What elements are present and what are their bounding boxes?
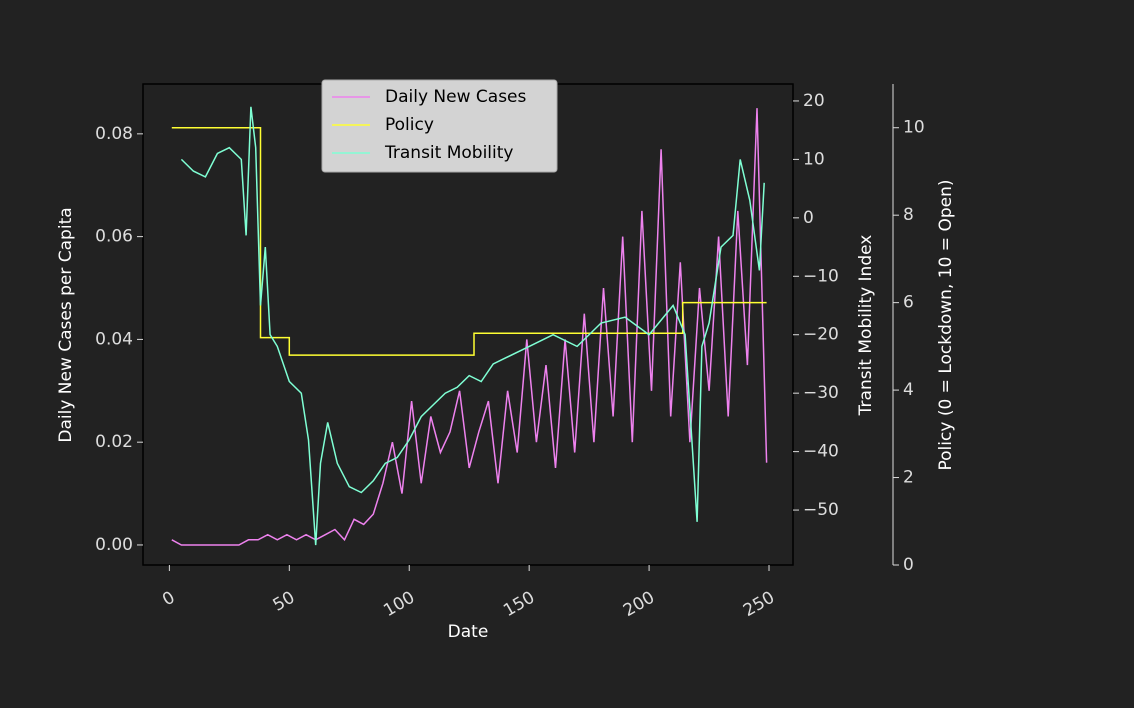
y3-tick-label: 4 — [903, 380, 914, 400]
y-tick-label: 0.06 — [95, 227, 133, 247]
y2-tick-label: 10 — [803, 149, 825, 169]
y-tick-label: 0.02 — [95, 432, 133, 452]
y2-tick-label: −10 — [803, 266, 839, 286]
y3-tick-label: 6 — [903, 293, 914, 313]
y-tick-label: 0.04 — [95, 329, 133, 349]
x-tick-label: 200 — [620, 588, 658, 622]
x-tick-label: 50 — [270, 588, 299, 616]
legend-label: Daily New Cases — [385, 87, 527, 107]
y3-tick-label: 2 — [903, 468, 914, 488]
y2-tick-label: −20 — [803, 325, 839, 345]
y2-axis-label: Transit Mobility Index — [856, 235, 876, 417]
y2-tick-label: −30 — [803, 383, 839, 403]
y2-tick-label: −50 — [803, 500, 839, 520]
y-tick-label: 0.08 — [95, 124, 133, 144]
x-axis-label: Date — [448, 622, 489, 642]
y-axis-label: Daily New Cases per Capita — [56, 207, 76, 442]
x-tick-label: 150 — [500, 588, 538, 622]
series-line — [171, 126, 767, 356]
series-line — [171, 108, 768, 546]
series-line — [180, 106, 765, 546]
y3-tick-label: 8 — [903, 205, 914, 225]
y3-axis-label: Policy (0 = Lockdown, 10 = Open) — [936, 180, 956, 471]
legend-label: Transit Mobility — [384, 143, 513, 163]
y2-tick-label: 0 — [803, 208, 814, 228]
legend-box — [321, 79, 558, 173]
x-tick-label: 100 — [380, 588, 418, 622]
y3-tick-label: 10 — [903, 118, 925, 138]
legend-label: Policy — [385, 115, 434, 135]
y2-tick-label: 20 — [803, 91, 825, 111]
y3-tick-label: 0 — [903, 555, 914, 575]
y2-tick-label: −40 — [803, 442, 839, 462]
x-tick-label: 0 — [159, 588, 178, 611]
y-tick-label: 0.00 — [95, 535, 133, 555]
x-tick-label: 250 — [740, 588, 778, 622]
